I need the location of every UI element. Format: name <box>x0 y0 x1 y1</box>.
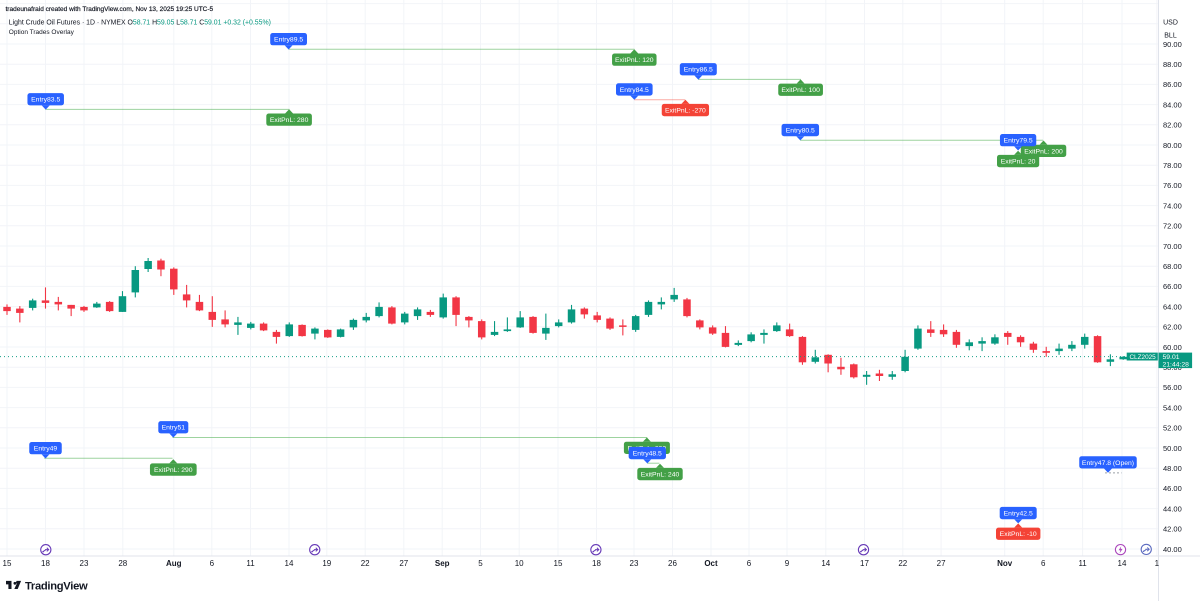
svg-text:ExitPnL: 20: ExitPnL: 20 <box>1001 158 1036 165</box>
svg-text:tradeunafraid created with Tra: tradeunafraid created with TradingView.c… <box>6 6 214 13</box>
svg-text:62.00: 62.00 <box>1163 323 1182 332</box>
svg-text:80.00: 80.00 <box>1163 141 1182 150</box>
svg-text:86.00: 86.00 <box>1163 80 1182 89</box>
svg-text:54.00: 54.00 <box>1163 403 1182 412</box>
svg-text:Entry83.5: Entry83.5 <box>31 97 60 104</box>
svg-text:19: 19 <box>322 559 331 568</box>
svg-text:ExitPnL: -10: ExitPnL: -10 <box>1000 531 1037 538</box>
svg-text:ExitPnL: 280: ExitPnL: 280 <box>270 117 309 124</box>
svg-text:28: 28 <box>118 559 127 568</box>
svg-text:11: 11 <box>246 559 255 568</box>
svg-text:5: 5 <box>478 559 483 568</box>
svg-text:Entry89.5: Entry89.5 <box>274 37 303 44</box>
svg-text:Entry42.5: Entry42.5 <box>1004 510 1033 517</box>
svg-text:Entry47.8 (Open): Entry47.8 (Open) <box>1082 460 1134 467</box>
svg-text:Entry48.5: Entry48.5 <box>633 450 662 457</box>
svg-text:Aug: Aug <box>166 559 182 568</box>
svg-text:23: 23 <box>80 559 89 568</box>
svg-text:50.00: 50.00 <box>1163 444 1182 453</box>
svg-text:48.00: 48.00 <box>1163 464 1182 473</box>
svg-text:CLZ2025: CLZ2025 <box>1129 354 1156 361</box>
svg-text:1: 1 <box>1155 559 1160 568</box>
svg-text:Entry49: Entry49 <box>34 446 58 453</box>
svg-text:64.00: 64.00 <box>1163 302 1182 311</box>
svg-text:Entry51: Entry51 <box>162 425 186 432</box>
svg-text:88.00: 88.00 <box>1163 60 1182 69</box>
svg-text:Nov: Nov <box>997 559 1013 568</box>
svg-text:52.00: 52.00 <box>1163 424 1182 433</box>
svg-text:14: 14 <box>1118 559 1127 568</box>
svg-text:Light Crude Oil Futures · 1D ·: Light Crude Oil Futures · 1D · NYMEX O58… <box>9 20 271 27</box>
svg-text:11: 11 <box>1078 559 1087 568</box>
svg-text:21:44:28: 21:44:28 <box>1163 362 1190 369</box>
svg-text:ExitPnL: 200: ExitPnL: 200 <box>1024 148 1063 155</box>
svg-text:40.00: 40.00 <box>1163 545 1182 554</box>
svg-text:Sep: Sep <box>435 559 450 568</box>
svg-text:70.00: 70.00 <box>1163 242 1182 251</box>
svg-text:BLL: BLL <box>1164 33 1177 40</box>
svg-text:14: 14 <box>285 559 294 568</box>
svg-text:90.00: 90.00 <box>1163 40 1182 49</box>
svg-text:66.00: 66.00 <box>1163 282 1182 291</box>
svg-text:9: 9 <box>785 559 790 568</box>
svg-text:Entry80.5: Entry80.5 <box>786 127 815 134</box>
svg-text:60.00: 60.00 <box>1163 343 1182 352</box>
svg-text:Oct: Oct <box>704 559 718 568</box>
svg-text:USD: USD <box>1163 20 1178 27</box>
svg-text:15: 15 <box>3 559 12 568</box>
svg-text:22: 22 <box>898 559 907 568</box>
svg-text:18: 18 <box>592 559 601 568</box>
svg-text:72.00: 72.00 <box>1163 222 1182 231</box>
svg-text:Entry86.5: Entry86.5 <box>684 67 713 74</box>
svg-text:15: 15 <box>554 559 563 568</box>
svg-text:46.00: 46.00 <box>1163 484 1182 493</box>
svg-text:56.00: 56.00 <box>1163 383 1182 392</box>
svg-text:23: 23 <box>630 559 639 568</box>
svg-text:27: 27 <box>399 559 408 568</box>
svg-text:6: 6 <box>1041 559 1046 568</box>
svg-text:ExitPnL: 240: ExitPnL: 240 <box>641 471 680 478</box>
svg-text:82.00: 82.00 <box>1163 121 1182 130</box>
svg-text:Entry84.5: Entry84.5 <box>620 87 649 94</box>
svg-text:ExitPnL: 290: ExitPnL: 290 <box>154 467 193 474</box>
svg-text:76.00: 76.00 <box>1163 181 1182 190</box>
svg-text:26: 26 <box>668 559 677 568</box>
svg-text:6: 6 <box>747 559 752 568</box>
svg-text:68.00: 68.00 <box>1163 262 1182 271</box>
svg-text:18: 18 <box>41 559 50 568</box>
svg-text:ExitPnL: -270: ExitPnL: -270 <box>665 107 706 114</box>
svg-text:22: 22 <box>361 559 370 568</box>
svg-text:10: 10 <box>515 559 524 568</box>
svg-text:ExitPnL: 100: ExitPnL: 100 <box>781 87 820 94</box>
svg-text:84.00: 84.00 <box>1163 100 1182 109</box>
svg-text:14: 14 <box>821 559 830 568</box>
svg-text:42.00: 42.00 <box>1163 525 1182 534</box>
svg-text:27: 27 <box>937 559 946 568</box>
svg-text:Option Trades Overlay: Option Trades Overlay <box>9 29 75 36</box>
svg-text:44.00: 44.00 <box>1163 504 1182 513</box>
svg-text:6: 6 <box>210 559 215 568</box>
svg-text:59.01: 59.01 <box>1163 354 1180 361</box>
svg-text:Entry79.5: Entry79.5 <box>1004 138 1033 145</box>
svg-text:74.00: 74.00 <box>1163 201 1182 210</box>
svg-text:TradingView: TradingView <box>25 580 88 592</box>
svg-text:17: 17 <box>860 559 869 568</box>
svg-text:ExitPnL: 120: ExitPnL: 120 <box>615 57 654 64</box>
svg-text:78.00: 78.00 <box>1163 161 1182 170</box>
